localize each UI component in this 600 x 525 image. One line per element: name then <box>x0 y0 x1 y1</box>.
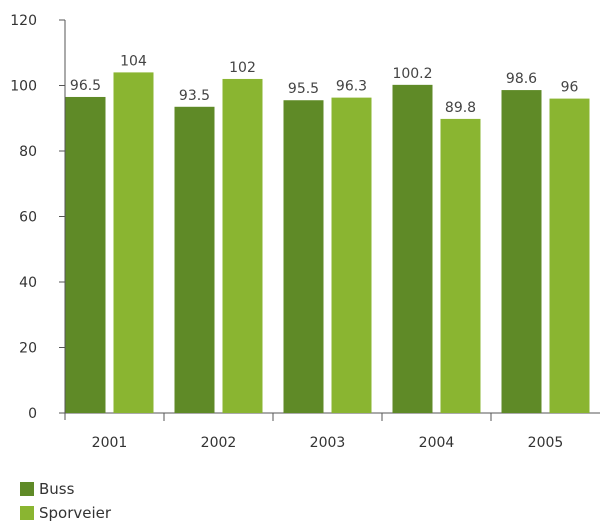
y-tick-label: 60 <box>19 210 37 226</box>
bar-buss-2002 <box>174 106 215 413</box>
legend-item-buss: Buss <box>20 477 111 501</box>
y-tick-label: 0 <box>28 406 37 422</box>
bars <box>65 72 590 414</box>
data-label: 96.5 <box>70 78 101 94</box>
legend-swatch-sporveier <box>20 506 34 520</box>
legend-label-sporveier: Sporveier <box>39 504 112 522</box>
y-tick-label: 20 <box>19 341 37 357</box>
data-label: 95.5 <box>288 81 319 97</box>
bar-buss-2001 <box>65 96 106 414</box>
bar-sporveier-2002 <box>222 78 263 413</box>
data-label: 104 <box>120 53 147 69</box>
data-label: 102 <box>229 60 256 76</box>
data-label: 96 <box>561 80 579 96</box>
y-tick-label: 80 <box>19 144 37 160</box>
x-tick-label: 2001 <box>92 435 128 451</box>
y-axis: 0 20 40 60 80 100 120 <box>10 13 66 422</box>
y-tick-label: 120 <box>10 13 37 29</box>
data-label: 93.5 <box>179 88 210 104</box>
data-label: 96.3 <box>336 79 367 95</box>
bar-sporveier-2001 <box>113 72 154 414</box>
bar-chart: 0 20 40 60 80 100 120 2001 2002 2003 2004 2005 96.… <box>10 13 600 451</box>
data-label: 89.8 <box>445 100 476 116</box>
bar-buss-2005 <box>501 90 542 414</box>
bar-buss-2004 <box>392 84 433 413</box>
legend: Buss Sporveier <box>20 477 111 525</box>
y-tick-label: 40 <box>19 275 37 291</box>
bar-sporveier-2004 <box>440 118 481 413</box>
x-tick-label: 2004 <box>419 435 455 451</box>
value-labels: 96.5 104 93.5 102 95.5 96.3 100.2 89.8 98.6 96 <box>70 53 579 116</box>
y-tick-label: 100 <box>10 79 37 95</box>
x-tick-label: 2002 <box>201 435 237 451</box>
bar-sporveier-2005 <box>549 98 590 413</box>
x-tick-label: 2005 <box>528 435 564 451</box>
x-tick-label: 2003 <box>310 435 346 451</box>
x-axis: 2001 2002 2003 2004 2005 <box>59 412 600 451</box>
legend-label-buss: Buss <box>39 480 75 498</box>
bar-buss-2003 <box>283 100 324 414</box>
legend-swatch-buss <box>20 482 34 496</box>
legend-item-sporveier: Sporveier <box>20 501 111 525</box>
data-label: 98.6 <box>506 71 537 87</box>
bar-sporveier-2003 <box>331 97 372 414</box>
data-label: 100.2 <box>392 66 432 82</box>
